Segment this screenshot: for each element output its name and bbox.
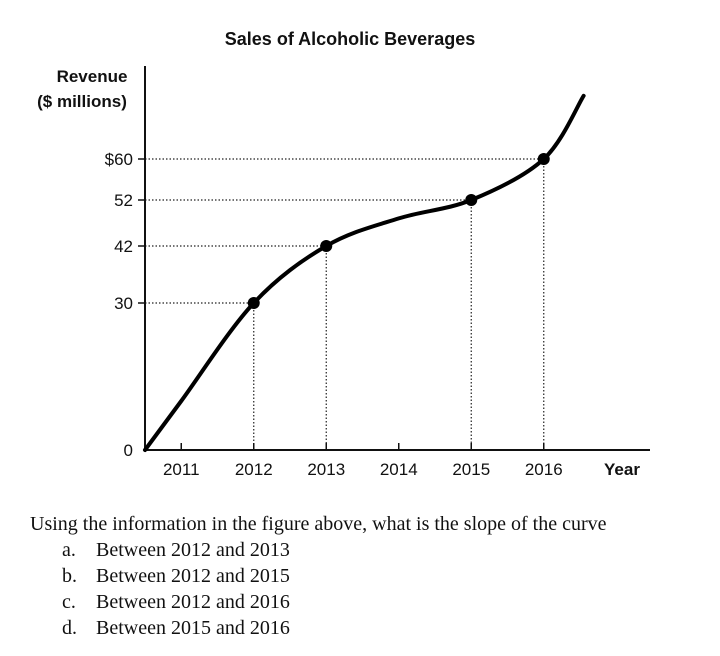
option-text: Between 2012 and 2016 (96, 591, 290, 613)
data-point (465, 194, 478, 206)
y-tick-label: 52 (114, 191, 133, 210)
x-tick-label: 2014 (380, 460, 418, 479)
option-letter: d. (62, 617, 77, 639)
option-d: d. Between 2015 and 2016 (62, 615, 710, 641)
data-point (320, 240, 333, 252)
x-tick-label: 2016 (525, 460, 563, 479)
option-text: Between 2012 and 2013 (96, 539, 290, 561)
data-point (537, 153, 550, 165)
y-axis-label-line-1: Revenue (57, 67, 128, 86)
tick-labels: 0 30 42 52 $60 2011 2012 2013 2014 2015 2016 (105, 150, 563, 479)
revenue-curve (143, 93, 586, 452)
option-b: b. Between 2012 and 2015 (62, 563, 710, 589)
x-tick-label: 2012 (235, 460, 273, 479)
x-axis-label: Year (604, 460, 640, 479)
y-axis-label-line-2: ($ millions) (37, 92, 127, 111)
x-tick-label: 2013 (307, 460, 345, 479)
option-a: a. Between 2012 and 2013 (62, 537, 710, 563)
data-point (247, 297, 260, 309)
question-text: Using the information in the figure abov… (30, 513, 607, 535)
x-tick-label: 2011 (163, 460, 200, 479)
chart-title: Sales of Alcoholic Beverages (225, 29, 475, 49)
y-tick-label: 42 (114, 237, 133, 256)
option-letter: c. (62, 591, 76, 613)
y-tick-label: 0 (124, 441, 133, 460)
option-text: Between 2012 and 2015 (96, 565, 290, 587)
option-letter: b. (62, 565, 77, 587)
y-tick-label: $60 (105, 150, 133, 169)
option-c: c. Between 2012 and 2016 (62, 589, 710, 615)
option-text: Between 2015 and 2016 (96, 617, 290, 639)
guide-lines (145, 158, 545, 450)
y-tick-label: 30 (114, 294, 133, 313)
data-points (247, 153, 550, 309)
question-block: Using the information in the figure abov… (30, 511, 710, 641)
option-letter: a. (62, 539, 76, 561)
chart: Sales of Alcoholic Beverages Revenue ($ … (37, 29, 650, 479)
x-tick-label: 2015 (452, 460, 490, 479)
axis-ticks (138, 158, 545, 450)
